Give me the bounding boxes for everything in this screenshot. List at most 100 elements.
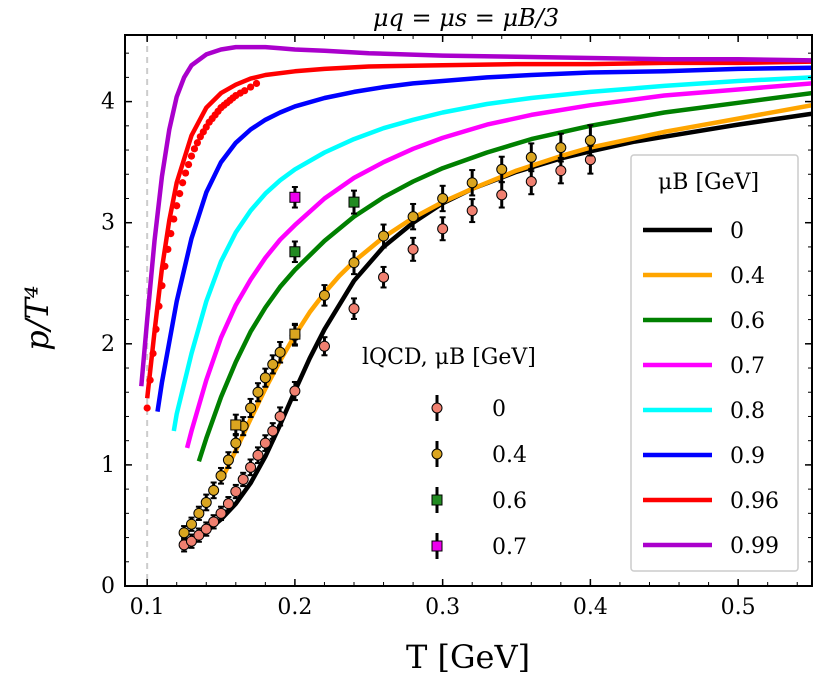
legend: μB [GeV] 0 0.4 0.6 0.7 0.8 0.9 0.96 0.99 — [630, 154, 799, 572]
y-tick-label: 0 — [101, 574, 115, 599]
lqcd-circle-point — [252, 386, 264, 398]
series-line-0.8 — [171, 75, 812, 432]
red-dot — [158, 282, 166, 290]
lqcd-legend-title: lQCD, μB [GeV] — [362, 345, 536, 370]
lqcd-circle-point — [185, 518, 197, 530]
red-dot — [167, 230, 175, 238]
lqcd-circle-point — [222, 454, 234, 466]
lqcd-circle-point — [208, 484, 220, 496]
red-dot — [143, 404, 151, 412]
legend-box — [630, 154, 799, 572]
lqcd-circle-point — [245, 402, 257, 414]
legend-marker — [431, 494, 443, 506]
lqcd-circle-point — [200, 496, 212, 508]
lqcd-circle-point — [274, 410, 286, 422]
red-dot — [190, 145, 199, 153]
lqcd-square-point — [289, 328, 301, 340]
y-axis-title: p/T⁴ — [18, 285, 56, 350]
chart-title: μq = μs = μB/3 — [373, 4, 559, 32]
lqcd-circle-point — [178, 527, 190, 539]
lqcd-circle-point — [318, 340, 330, 352]
lqcd-circle-point — [215, 470, 227, 482]
y-tick-label: 4 — [101, 90, 115, 115]
y-tick-label: 2 — [101, 332, 115, 357]
red-dot — [181, 169, 190, 177]
legend-title: μB [GeV] — [658, 170, 759, 195]
lqcd-circle-point — [555, 165, 567, 177]
legend-label: 0 — [730, 219, 744, 244]
legend-label: 0.6 — [730, 309, 765, 334]
lqcd-circle-point — [274, 346, 286, 358]
lqcd-circle-point — [259, 372, 271, 384]
red-dot — [187, 152, 196, 160]
lqcd-circle-point — [348, 257, 360, 269]
lqcd-circle-point — [466, 177, 478, 189]
lqcd-circle-point — [466, 205, 478, 217]
lqcd-circle-point — [555, 142, 567, 154]
red-dot — [193, 139, 201, 147]
series-line-0.7 — [184, 81, 812, 449]
red-dot — [170, 215, 178, 223]
lqcd-circle-point — [348, 303, 360, 315]
lqcd-circle-point — [289, 385, 301, 397]
lqcd-circle-point — [237, 473, 249, 485]
series-line-0.9 — [155, 65, 812, 412]
red-dot — [149, 349, 157, 358]
lqcd-circle-point — [215, 507, 227, 519]
legend-label: 0.9 — [730, 444, 765, 469]
lqcd-circle-point — [222, 498, 234, 510]
lqcd-circle-point — [584, 134, 596, 146]
lqcd-circle-point — [437, 223, 449, 235]
x-tick-label: 0.1 — [130, 595, 165, 620]
red-dot — [155, 302, 163, 310]
x-tick-label: 0.4 — [573, 595, 608, 620]
lqcd-circle-point — [259, 437, 271, 449]
legend-marker — [431, 540, 443, 552]
red-dot — [176, 190, 184, 198]
legend-marker — [431, 448, 443, 460]
lqcd-legend-label: 0.4 — [492, 443, 527, 468]
lqcd-square-point — [230, 419, 242, 431]
lqcd-legend-label: 0.6 — [492, 489, 527, 514]
y-tick-label: 3 — [101, 211, 115, 236]
red-dot — [164, 245, 172, 253]
series-group — [139, 44, 812, 546]
lqcd-circle-point — [318, 289, 330, 301]
y-tick-label: 1 — [101, 453, 115, 478]
legend-label: 0.8 — [730, 399, 765, 424]
x-tick-label: 0.3 — [425, 595, 460, 620]
red-dot — [146, 376, 154, 384]
lqcd-circle-point — [378, 230, 390, 242]
lqcd-legend: lQCD, μB [GeV] 0 0.4 0.6 0.7 — [362, 345, 536, 560]
red-dot — [152, 325, 160, 333]
x-tick-label: 0.2 — [277, 595, 312, 620]
lqcd-square-point — [348, 196, 360, 208]
lqcd-circle-point — [407, 243, 419, 255]
red-dot — [246, 83, 255, 91]
lqcd-points — [178, 124, 596, 553]
lqcd-circle-point — [525, 176, 537, 188]
lqcd-circle-point — [496, 163, 508, 175]
lqcd-circle-point — [245, 461, 257, 473]
lqcd-square-point — [289, 191, 301, 203]
series-line-0.96 — [144, 59, 812, 399]
plot-frame — [124, 34, 813, 587]
lqcd-square-point — [289, 246, 301, 258]
lqcd-circle-point — [407, 211, 419, 223]
legend-label: 0.7 — [730, 354, 765, 379]
x-axis-title: T [GeV] — [406, 638, 530, 676]
red-dot — [179, 179, 187, 187]
legend-marker — [431, 402, 443, 414]
lqcd-circle-point — [378, 271, 390, 283]
plot-area: 0.1 0.2 0.3 0.4 0.5 0 1 2 3 4 — [101, 34, 813, 620]
lqcd-circle-point — [496, 189, 508, 201]
series-line-0.99 — [139, 44, 812, 387]
series-line-0.4 — [218, 102, 812, 482]
legend-label: 0.99 — [730, 534, 779, 559]
red-dot — [161, 262, 169, 270]
lqcd-legend-label: 0 — [492, 397, 506, 422]
lqcd-circle-point — [208, 516, 220, 528]
red-dot — [173, 202, 181, 210]
lqcd-circle-point — [525, 151, 537, 163]
